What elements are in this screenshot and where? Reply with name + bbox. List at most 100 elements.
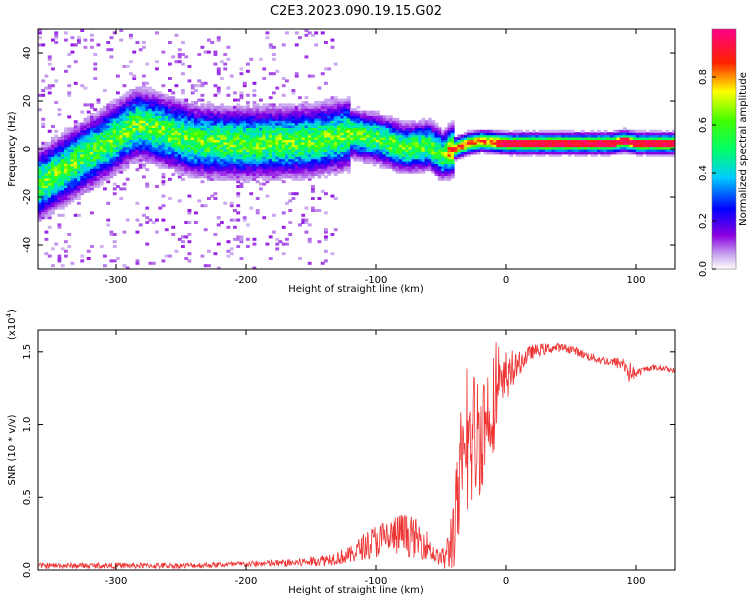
spectrogram-cell [161, 173, 166, 176]
spectrogram-cell [77, 175, 81, 179]
spectrogram-cell [112, 120, 117, 124]
spectrogram-cell [213, 177, 218, 181]
spectrogram-cell [184, 103, 189, 107]
spectrogram-cell [255, 170, 260, 174]
spectrogram-cell [122, 93, 127, 97]
spectrogram-cell [44, 189, 49, 193]
spectrogram-cell [567, 153, 572, 157]
spectrogram-cell [574, 144, 579, 148]
spectrogram-cell [265, 125, 270, 128]
spectrogram-cell [77, 144, 81, 148]
spectrogram-cell [525, 139, 530, 143]
spectrogram-cell [190, 108, 195, 112]
spectrogram-cell [174, 127, 179, 131]
spectrogram-cell [70, 43, 75, 47]
spectrogram-cell [298, 113, 302, 116]
spectrogram-cell [324, 127, 328, 131]
spectrogram-cell [385, 146, 390, 150]
spectrogram-cell [132, 110, 137, 114]
spectrogram-cell [41, 165, 46, 169]
spectrogram-cell [181, 153, 185, 157]
spectrogram-cell [103, 89, 107, 92]
spectrogram-cell [80, 182, 85, 186]
spectrogram-cell [171, 173, 176, 176]
spectrogram-cell [382, 134, 387, 138]
spectrogram-cell [190, 137, 195, 140]
spectrogram-cell [584, 146, 588, 150]
spectrogram-cell [421, 161, 426, 164]
spectrogram-cell [493, 151, 497, 155]
spectrogram-cell [252, 161, 257, 164]
spectrogram-cell [220, 177, 224, 181]
spectrogram-cell [525, 151, 530, 155]
spectrogram-cell [255, 144, 260, 148]
spectrogram-cell [288, 105, 293, 109]
spectrogram-cell [350, 108, 354, 112]
spectrogram-cell [229, 168, 234, 172]
spectrogram-cell [47, 146, 52, 150]
spectrogram-cell [200, 161, 205, 164]
spectrogram-cell [428, 144, 432, 148]
spectrogram-cell [389, 134, 393, 138]
spectrogram-cell [64, 168, 68, 172]
spectrogram-cell [197, 110, 202, 114]
spectrogram-cell [311, 158, 315, 162]
spectrogram-cell [51, 209, 55, 212]
spectrogram-cell [281, 144, 286, 148]
spectrogram-cell [47, 211, 52, 215]
spectrogram-cell [164, 158, 169, 162]
spectrogram-cell [642, 139, 647, 143]
spectrogram-cell [272, 105, 276, 109]
spectrogram-cell [252, 110, 257, 114]
spectrogram-cell [60, 146, 65, 150]
spectrogram-cell [171, 139, 176, 143]
spectrogram-cell [363, 151, 367, 155]
spectrogram-cell [200, 108, 205, 112]
spectrogram-cell [476, 137, 481, 140]
spectrogram-cell [385, 141, 390, 145]
spectrogram-cell [272, 175, 276, 179]
spectrogram-cell [327, 153, 332, 157]
spectrogram-cell [116, 185, 120, 188]
spectrogram-cell [314, 161, 319, 164]
spectrogram-cell [106, 223, 111, 227]
spectrogram-cell [259, 168, 263, 172]
spectrogram-cell [408, 122, 413, 126]
spectrogram-cell [541, 132, 546, 136]
spectrogram-cell [590, 144, 595, 148]
spectrogram-cell [109, 125, 114, 128]
spectrogram-cell [447, 153, 452, 157]
spectrogram-cell [255, 156, 260, 160]
spectrogram-cell [343, 105, 348, 109]
spectrogram-cell [197, 151, 202, 155]
spectrogram-cell [655, 137, 660, 140]
spectrogram-cell [389, 132, 393, 136]
spectrogram-cell [96, 141, 101, 145]
spectrogram-cell [382, 120, 387, 124]
spectrogram-cell [164, 134, 169, 138]
spectrogram-cell [301, 218, 306, 222]
spectrogram-cell [242, 216, 247, 220]
spectrogram-cell [385, 132, 390, 136]
spectrogram-cell [194, 173, 198, 176]
spectrogram-cell [418, 120, 423, 124]
spectrogram-cell [96, 163, 101, 167]
spectrogram-cell [515, 129, 520, 133]
spectrogram-cell [190, 165, 195, 169]
spectrogram-cell [177, 55, 182, 59]
spectrogram-cell [379, 144, 384, 148]
spectrogram-cell [229, 115, 234, 119]
spectrogram-cell [337, 153, 341, 157]
spectrogram-cell [44, 153, 49, 157]
spectrogram-cell [272, 168, 276, 172]
spectrogram-cell [119, 137, 124, 140]
spectrogram-cell [405, 165, 410, 169]
spectrogram-cell [538, 139, 543, 143]
spectrogram-cell [90, 127, 94, 131]
spectrogram-cell [333, 62, 338, 66]
spectrogram-cell [483, 151, 488, 155]
spectrogram-cell [145, 132, 150, 136]
spectrogram-cell [93, 120, 98, 124]
spectrogram-cell [164, 98, 169, 102]
spectrogram-cell [51, 149, 55, 152]
